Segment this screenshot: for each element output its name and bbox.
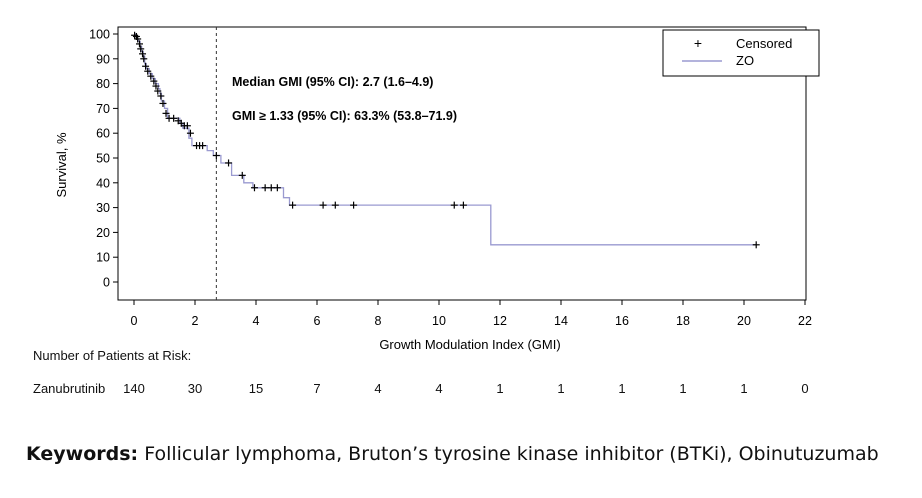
- x-tick-label-18: 18: [676, 314, 690, 328]
- censor-mark-32: [273, 184, 281, 192]
- censor-mark-7: [142, 62, 150, 70]
- x-tick-label-22: 22: [798, 314, 812, 328]
- censor-mark-8: [144, 67, 152, 75]
- risk-count-20: 1: [740, 381, 748, 396]
- y-tick-label-50: 50: [96, 152, 110, 166]
- censor-mark-12: [154, 87, 162, 95]
- y-tick-label-0: 0: [103, 276, 110, 290]
- risk-count-22: 0: [801, 381, 809, 396]
- km-curve-zo: [134, 33, 757, 246]
- y-tick-label-100: 100: [89, 28, 110, 42]
- x-axis-label: Growth Modulation Index (GMI): [379, 337, 560, 352]
- x-tick-label-12: 12: [493, 314, 507, 328]
- x-tick-label-20: 20: [737, 314, 751, 328]
- y-tick-label-10: 10: [96, 251, 110, 265]
- survival-chart: 0 10 20 30 40 50 60 70 80 90 100 0 2 4 6 8 10 12 14 16 18 20…: [54, 26, 820, 352]
- x-axis: 0 2 4 6 8 10 12 14 16 18 20 22: [131, 300, 812, 328]
- censor-mark-22: [186, 129, 194, 137]
- y-tick-label-80: 80: [96, 77, 110, 91]
- y-tick-label-30: 30: [96, 201, 110, 215]
- censor-mark-6: [140, 55, 148, 63]
- censor-mark-35: [331, 201, 339, 209]
- censor-mark-2: [134, 35, 142, 43]
- risk-table-title: Number of Patients at Risk:: [33, 348, 192, 363]
- y-tick-label-60: 60: [96, 127, 110, 141]
- legend-censored-label: Censored: [736, 36, 792, 51]
- risk-count-16: 1: [618, 381, 626, 396]
- y-tick-label-70: 70: [96, 102, 110, 116]
- x-tick-label-2: 2: [192, 314, 199, 328]
- censor-mark-17: [170, 114, 178, 122]
- censor-mark-21: [183, 122, 191, 130]
- censor-mark-29: [250, 184, 258, 192]
- censor-marks: [131, 31, 760, 249]
- y-axis-label: Survival, %: [54, 132, 69, 197]
- censor-mark-38: [459, 201, 467, 209]
- censor-mark-26: [212, 152, 220, 160]
- risk-count-10: 4: [435, 381, 443, 396]
- censor-mark-3: [135, 40, 143, 48]
- risk-count-18: 1: [679, 381, 687, 396]
- censor-mark-36: [350, 201, 358, 209]
- x-tick-label-6: 6: [314, 314, 321, 328]
- censor-mark-37: [450, 201, 458, 209]
- censor-mark-10: [150, 77, 158, 85]
- censor-mark-14: [159, 99, 167, 107]
- censor-mark-28: [238, 171, 246, 179]
- risk-count-6: 7: [313, 381, 321, 396]
- legend-censored-marker: +: [694, 35, 702, 51]
- risk-count-2: 30: [187, 381, 203, 396]
- risk-count-12: 1: [496, 381, 504, 396]
- censor-mark-15: [162, 109, 170, 117]
- risk-count-0: 140: [123, 381, 145, 396]
- plot-border: [117, 26, 807, 301]
- x-tick-label-10: 10: [432, 314, 446, 328]
- y-tick-label-90: 90: [96, 52, 110, 66]
- censor-mark-4: [137, 45, 145, 53]
- plot-frame: [117, 26, 807, 301]
- censor-mark-9: [147, 72, 155, 80]
- keywords-label: Keywords:: [26, 443, 139, 465]
- censor-mark-39: [752, 241, 760, 249]
- x-tick-label-16: 16: [615, 314, 629, 328]
- x-tick-label-4: 4: [253, 314, 260, 328]
- keywords-text: Follicular lymphoma, Bruton’s tyrosine k…: [144, 443, 879, 465]
- y-axis: 0 10 20 30 40 50 60 70 80 90 100: [89, 28, 118, 290]
- censor-mark-11: [152, 82, 160, 90]
- censor-mark-13: [157, 92, 165, 100]
- risk-count-4: 15: [248, 381, 264, 396]
- risk-count-8: 4: [374, 381, 382, 396]
- keywords-line: Keywords: Follicular lymphoma, Bruton’s …: [26, 443, 879, 465]
- censor-mark-34: [319, 201, 327, 209]
- censor-mark-27: [225, 159, 233, 167]
- x-tick-label-14: 14: [554, 314, 568, 328]
- y-tick-label-20: 20: [96, 226, 110, 240]
- legend-zo-label: ZO: [736, 53, 754, 68]
- censor-mark-25: [199, 142, 207, 150]
- censor-mark-31: [267, 184, 275, 192]
- x-tick-label-0: 0: [131, 314, 138, 328]
- x-tick-label-8: 8: [375, 314, 382, 328]
- censor-mark-30: [261, 184, 269, 192]
- legend-box: [662, 29, 820, 77]
- legend: + Censored ZO: [662, 29, 820, 77]
- risk-count-14: 1: [557, 381, 565, 396]
- annotation-gmi: GMI ≥ 1.33 (95% CI): 63.3% (53.8–71.9): [232, 109, 457, 123]
- censor-mark-33: [289, 201, 297, 209]
- annotation-median: Median GMI (95% CI): 2.7 (1.6–4.9): [232, 75, 433, 89]
- risk-table-row-label: Zanubrutinib: [33, 381, 106, 396]
- censor-mark-5: [139, 50, 147, 58]
- y-tick-label-40: 40: [96, 176, 110, 190]
